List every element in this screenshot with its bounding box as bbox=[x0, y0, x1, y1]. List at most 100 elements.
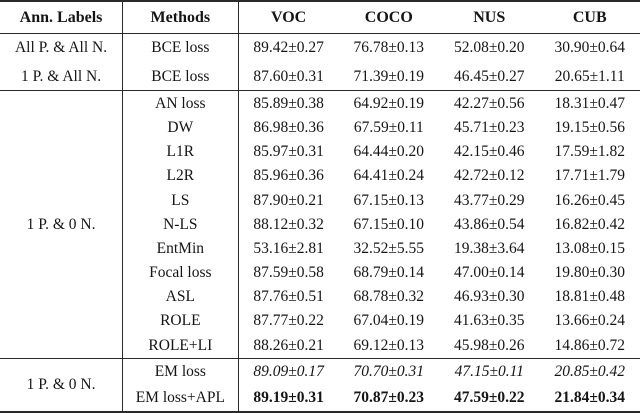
value-cell: 42.27±0.56 bbox=[439, 90, 540, 116]
header-row: Ann. Labels Methods VOC COCO NUS CUB bbox=[0, 1, 640, 34]
value-cell: 42.15±0.46 bbox=[454, 143, 525, 161]
method-cell: Focal loss bbox=[122, 260, 239, 285]
value-cell: 87.77±0.22 bbox=[253, 312, 324, 330]
table-row: EntMin 53.16±2.81 32.52±5.55 19.38±3.64 … bbox=[0, 236, 640, 261]
value-cell: 30.90±0.64 bbox=[554, 39, 625, 57]
table-row: N-LS 88.12±0.32 67.15±0.10 43.86±0.54 16… bbox=[0, 212, 640, 237]
header-ann-labels: Ann. Labels bbox=[0, 1, 124, 34]
method-cell: ASL bbox=[122, 284, 239, 310]
value-cell: 71.39±0.19 bbox=[353, 67, 425, 85]
ann-labels-cell: 1 P. & 0 N. bbox=[0, 357, 124, 412]
value-cell: 85.97±0.31 bbox=[253, 143, 324, 161]
value-cell: 85.89±0.38 bbox=[238, 90, 339, 116]
value-cell: 13.66±0.24 bbox=[554, 312, 625, 330]
value-cell: 67.04±0.19 bbox=[353, 312, 425, 330]
table-row: ASL 87.76±0.51 68.78±0.32 46.93±0.30 18.… bbox=[0, 284, 640, 310]
value-cell: 47.15±0.11 bbox=[439, 357, 540, 385]
value-cell: 20.65±1.11 bbox=[554, 67, 625, 85]
table-row: 1 P. & 0 N. AN loss 85.89±0.38 64.92±0.1… bbox=[0, 90, 640, 359]
table-row: L1R 85.97±0.31 64.44±0.20 42.15±0.46 17.… bbox=[0, 139, 640, 165]
value-cell: 70.70±0.31 bbox=[338, 357, 440, 385]
value-cell: 47.00±0.14 bbox=[454, 264, 525, 282]
value-cell: 21.84±0.34 bbox=[554, 389, 625, 407]
value-cell: 17.71±1.79 bbox=[554, 167, 625, 185]
table-row: EM loss+APL 89.19±0.31 70.87±0.23 47.59±… bbox=[0, 384, 640, 412]
value-cell: 19.38±3.64 bbox=[454, 239, 525, 257]
value-cell: 89.42±0.27 bbox=[253, 39, 324, 57]
value-cell: 45.98±0.26 bbox=[454, 336, 525, 354]
value-cell: 13.08±0.15 bbox=[554, 239, 625, 257]
value-cell: 67.15±0.10 bbox=[353, 215, 425, 233]
header-nus: NUS bbox=[439, 1, 540, 34]
method-cell: L1R bbox=[122, 139, 239, 165]
table-row: DW 86.98±0.36 67.59±0.11 45.71±0.23 19.1… bbox=[0, 115, 640, 140]
value-cell: 42.72±0.12 bbox=[454, 167, 525, 185]
table-row: Focal loss 87.59±0.58 68.79±0.14 47.00±0… bbox=[0, 260, 640, 285]
ann-labels-cell: 1 P. & 0 N. bbox=[0, 90, 124, 359]
value-cell: 87.76±0.51 bbox=[253, 288, 324, 306]
value-cell: 18.31±0.47 bbox=[539, 90, 640, 116]
value-cell: 45.71±0.23 bbox=[454, 118, 525, 136]
value-cell: 64.44±0.20 bbox=[353, 143, 425, 161]
method-cell: L2R bbox=[122, 164, 239, 189]
value-cell: 67.15±0.13 bbox=[353, 191, 425, 209]
method-cell: ROLE bbox=[122, 309, 239, 334]
table-row: 1 P. & 0 N. EM loss 89.09±0.17 70.70±0.3… bbox=[0, 357, 640, 412]
method-cell: ROLE+LI bbox=[122, 333, 239, 359]
value-cell: 46.93±0.30 bbox=[454, 288, 525, 306]
value-cell: 32.52±5.55 bbox=[353, 239, 425, 257]
table-row: All P. & All N. BCE loss 89.42±0.27 76.7… bbox=[0, 33, 640, 63]
value-cell: 53.16±2.81 bbox=[253, 239, 324, 257]
value-cell: 64.41±0.24 bbox=[353, 167, 425, 185]
value-cell: 19.15±0.56 bbox=[554, 118, 625, 136]
value-cell: 88.12±0.32 bbox=[253, 215, 324, 233]
value-cell: 68.79±0.14 bbox=[353, 264, 425, 282]
value-cell: 87.90±0.21 bbox=[253, 191, 324, 209]
value-cell: 89.19±0.31 bbox=[253, 389, 324, 407]
ann-labels-cell: All P. & All N. bbox=[0, 33, 124, 63]
method-cell: LS bbox=[122, 188, 239, 213]
value-cell: 16.26±0.45 bbox=[554, 191, 625, 209]
header-cub: CUB bbox=[539, 1, 640, 34]
table-row: ROLE 87.77±0.22 67.04±0.19 41.63±0.35 13… bbox=[0, 309, 640, 334]
table-row: L2R 85.96±0.36 64.41±0.24 42.72±0.12 17.… bbox=[0, 164, 640, 189]
value-cell: 19.80±0.30 bbox=[554, 264, 625, 282]
value-cell: 52.08±0.20 bbox=[454, 39, 525, 57]
value-cell: 70.87±0.23 bbox=[353, 389, 425, 407]
method-cell: BCE loss bbox=[122, 33, 239, 63]
value-cell: 17.59±1.82 bbox=[554, 143, 625, 161]
table-row: LS 87.90±0.21 67.15±0.13 43.77±0.29 16.2… bbox=[0, 188, 640, 213]
value-cell: 16.82±0.42 bbox=[554, 215, 625, 233]
value-cell: 43.77±0.29 bbox=[454, 191, 525, 209]
value-cell: 87.59±0.58 bbox=[253, 264, 324, 282]
method-cell: N-LS bbox=[122, 212, 239, 237]
value-cell: 76.78±0.13 bbox=[353, 39, 425, 57]
value-cell: 69.12±0.13 bbox=[353, 336, 425, 354]
method-cell: EM loss bbox=[122, 357, 239, 385]
value-cell: 14.86±0.72 bbox=[554, 336, 625, 354]
method-cell: EntMin bbox=[122, 236, 239, 261]
value-cell: 47.59±0.22 bbox=[454, 389, 525, 407]
value-cell: 87.60±0.31 bbox=[253, 67, 324, 85]
value-cell: 64.92±0.19 bbox=[338, 90, 440, 116]
value-cell: 89.09±0.17 bbox=[238, 357, 339, 385]
method-cell: AN loss bbox=[122, 90, 239, 116]
header-voc: VOC bbox=[238, 1, 339, 34]
value-cell: 85.96±0.36 bbox=[253, 167, 324, 185]
value-cell: 88.26±0.21 bbox=[253, 336, 324, 354]
value-cell: 46.45±0.27 bbox=[454, 67, 525, 85]
value-cell: 67.59±0.11 bbox=[353, 118, 424, 136]
method-cell: DW bbox=[122, 115, 239, 140]
table-row: ROLE+LI 88.26±0.21 69.12±0.13 45.98±0.26… bbox=[0, 333, 640, 359]
value-cell: 86.98±0.36 bbox=[253, 118, 324, 136]
value-cell: 18.81±0.48 bbox=[554, 288, 625, 306]
header-coco: COCO bbox=[338, 1, 440, 34]
value-cell: 41.63±0.35 bbox=[454, 312, 525, 330]
value-cell: 68.78±0.32 bbox=[353, 288, 425, 306]
value-cell: 43.86±0.54 bbox=[454, 215, 525, 233]
header-methods: Methods bbox=[122, 1, 239, 34]
method-cell: BCE loss bbox=[122, 62, 239, 91]
value-cell: 20.85±0.42 bbox=[539, 357, 640, 385]
